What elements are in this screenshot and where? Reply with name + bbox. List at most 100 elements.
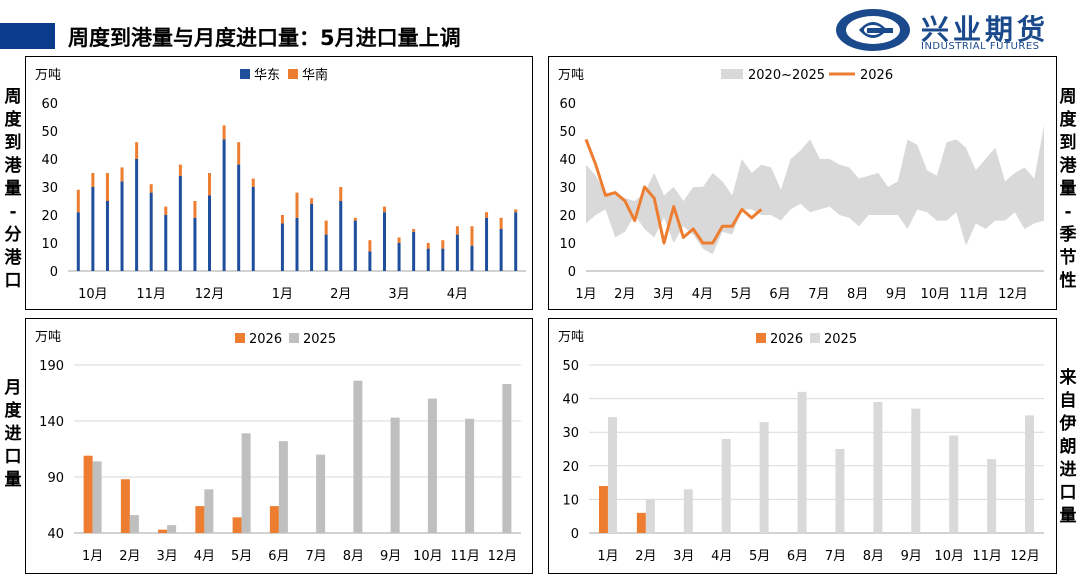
legend-label: 2025 <box>824 332 857 347</box>
bar-east <box>208 195 212 271</box>
bar-east <box>193 217 197 271</box>
bar-south <box>193 201 197 218</box>
bar-2025 <box>241 433 251 533</box>
logo-text-cn: 兴业期货 <box>921 13 1050 46</box>
side-label-weekly-seasonal: 周度到港量 - 季节性 <box>1055 86 1080 293</box>
side-label-char: 节 <box>1059 248 1077 268</box>
x-tick-label: 1月 <box>82 549 103 564</box>
chart-weekly-by-port-svg: 0 10 20 30 40 50 60 万吨 10月 11月 12月 1月 2月 3月 4月 华东 华南 <box>35 67 526 302</box>
x-tick-label: 10月 <box>921 287 951 302</box>
side-label-char: 量 <box>1059 506 1077 526</box>
bar-south <box>499 217 503 229</box>
bar-south <box>441 240 445 249</box>
unit-label: 万吨 <box>558 68 584 83</box>
bar-south <box>178 164 182 176</box>
bar-2025 <box>987 459 997 533</box>
bar-2025 <box>607 417 617 533</box>
side-label-monthly-import: 月度进口量 <box>0 377 26 492</box>
bar-south <box>339 187 343 201</box>
y-tick-label: 140 <box>39 415 64 430</box>
bar-east <box>164 215 168 271</box>
bar-south <box>455 226 459 235</box>
bar-east <box>251 187 255 271</box>
title-accent-bar <box>0 23 55 49</box>
x-tick-label: 1月 <box>597 549 618 564</box>
legend-swatch <box>235 333 245 343</box>
side-label-char: 度 <box>1059 110 1077 130</box>
bar-east <box>397 243 401 271</box>
bar-2025 <box>873 401 883 533</box>
bar-east <box>237 164 241 271</box>
bar-east <box>470 245 474 271</box>
bar-2025 <box>835 449 845 533</box>
bar-south <box>164 206 168 215</box>
bar-south <box>426 243 430 249</box>
bar-south <box>514 209 518 213</box>
bar-east <box>222 139 226 271</box>
bar-2025 <box>427 398 437 533</box>
y-tick-label: 0 <box>50 265 58 280</box>
y-tick-label: 0 <box>571 527 579 542</box>
x-tick-label: 9月 <box>886 287 907 302</box>
chart-iran-import-svg: 0 10 20 30 40 50 万吨 1月 2月 3月 4月 5月 6月 7月 8月 9月 10月 11月 12月… <box>558 330 1044 564</box>
bar-2026 <box>120 479 130 533</box>
y-tick-label: 10 <box>41 237 58 252</box>
x-tick-label: 12月 <box>488 549 518 564</box>
bar-2025 <box>353 380 363 533</box>
bar-south <box>280 215 284 224</box>
company-logo: 兴业期货 INDUSTRIAL FUTURES <box>833 6 1073 54</box>
y-tick-label: 90 <box>47 471 64 486</box>
bar-east <box>368 251 372 271</box>
bar-2025 <box>278 441 288 533</box>
legend-label: 2026 <box>860 68 893 83</box>
bar-south <box>368 240 372 252</box>
unit-label: 万吨 <box>35 330 61 345</box>
bar-2025 <box>797 391 807 533</box>
bar-south <box>251 178 255 187</box>
bar-south <box>485 212 489 218</box>
bar-south <box>470 226 474 246</box>
y-tick-label: 30 <box>559 181 576 196</box>
bar-east <box>324 234 328 271</box>
bar-2025 <box>129 515 139 533</box>
seasonal-band <box>586 125 1044 255</box>
y-tick-label: 40 <box>559 153 576 168</box>
y-tick-label: 20 <box>562 460 579 475</box>
y-tick-label: 30 <box>562 426 579 441</box>
x-tick-label: 4月 <box>447 287 468 302</box>
bar-2025 <box>204 489 214 533</box>
bar-2025 <box>167 525 177 533</box>
legend-swatch <box>240 69 250 79</box>
side-label-char: 朗 <box>1059 437 1077 457</box>
y-tick-label: 60 <box>559 97 576 112</box>
legend-label: 华东 <box>254 68 280 83</box>
bar-south <box>353 217 357 221</box>
x-tick-label: 11月 <box>959 287 989 302</box>
bar-2026 <box>636 512 646 533</box>
x-tick-label: 8月 <box>863 549 884 564</box>
bar-east <box>441 248 445 271</box>
side-label-char: 到 <box>4 133 22 153</box>
y-tick-label: 20 <box>41 209 58 224</box>
bar-east <box>499 229 503 271</box>
bar-east <box>105 201 109 271</box>
side-label-char: 分 <box>4 225 22 245</box>
side-label-char: 港 <box>1059 156 1077 176</box>
y-tick-label: 50 <box>559 125 576 140</box>
x-tick-label: 10月 <box>413 549 443 564</box>
bar-east <box>295 217 299 271</box>
x-tick-label: 10月 <box>934 549 964 564</box>
x-tick-label: 7月 <box>825 549 846 564</box>
y-tick-label: 50 <box>562 359 579 374</box>
y-tick-label: 40 <box>41 153 58 168</box>
bar-2025 <box>759 422 769 533</box>
x-tick-label: 3月 <box>673 549 694 564</box>
x-tick-label: 2月 <box>330 287 351 302</box>
bar-east <box>120 181 124 271</box>
side-label-char: 来 <box>1059 368 1077 388</box>
side-label-char: - <box>1064 202 1072 222</box>
side-label-char: 自 <box>1059 391 1077 411</box>
x-tick-label: 1月 <box>575 287 596 302</box>
chart-iran-import: 0 10 20 30 40 50 万吨 1月 2月 3月 4月 5月 6月 7月 8月 9月 10月 11月 12月… <box>548 318 1057 574</box>
bar-south <box>208 173 212 196</box>
